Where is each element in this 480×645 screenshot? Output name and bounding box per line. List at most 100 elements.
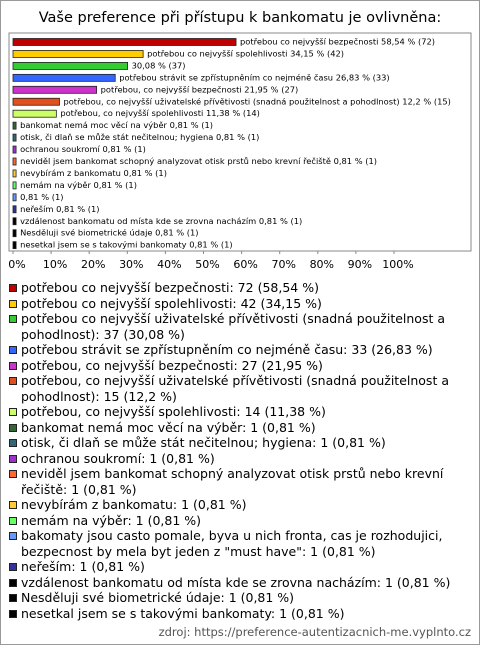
bar <box>12 121 17 130</box>
legend-item: nemám na výběr: 1 (0,81 %) <box>9 513 471 529</box>
bar-label: nemám na výběr 0,81 % (1) <box>20 180 137 190</box>
legend-swatch <box>9 578 17 587</box>
legend-label: bankomat nemá moc věcí na výběr: 1 (0,81… <box>21 419 316 435</box>
legend-swatch <box>9 501 17 509</box>
legend-label: bakomaty jsou casto pomale, byva u nich … <box>21 528 443 559</box>
legend-item: vzdálenost bankomatu od místa kde se zro… <box>9 575 471 591</box>
legend-swatch <box>9 516 17 525</box>
x-tick-label: 70% <box>271 258 295 271</box>
legend-item: Nesděluji své biometrické údaje: 1 (0,81… <box>9 590 471 606</box>
bar <box>12 205 17 214</box>
bar <box>12 181 17 190</box>
bar-label: neřeším 0,81 % (1) <box>20 204 99 214</box>
legend-swatch <box>9 299 17 308</box>
x-tick-label: 80% <box>310 258 334 271</box>
bar-label: potřebou, co nejvyšší uživatelské přívět… <box>63 96 450 106</box>
legend-item: potřebou co nejvyšší spolehlivosti: 42 (… <box>9 296 471 312</box>
legend-item: potřebou, co nejvyšší bezpečnosti: 27 (2… <box>9 358 471 374</box>
source: zdroj: https://preference-autentizacnich… <box>158 625 471 639</box>
legend-label: potřebou co nejvyšší bezpečnosti: 72 (58… <box>21 280 319 295</box>
legend-item: bankomat nemá moc věcí na výběr: 1 (0,81… <box>9 420 471 436</box>
bar <box>12 38 237 46</box>
legend-swatch <box>9 470 17 478</box>
legend-label: vzdálenost bankomatu od místa kde se zro… <box>21 574 451 590</box>
legend-label: potřebou, co nejvyšší uživatelské přívět… <box>21 373 449 404</box>
legend-item: potřebou, co nejvyšší spolehlivosti: 14 … <box>9 404 471 420</box>
legend-label: nesetkal jsem se s takovými bankomaty: 1… <box>21 605 345 621</box>
legend-label: nevybírám z bankomatu: 1 (0,81 %) <box>21 497 247 512</box>
legend-label: nemám na výběr: 1 (0,81 %) <box>21 512 202 528</box>
legend-swatch <box>9 563 17 571</box>
legend-label: neřeším: 1 (0,81 %) <box>21 559 145 574</box>
legend: potřebou co nejvyšší bezpečnosti: 72 (58… <box>9 280 471 621</box>
x-tick-label: 60% <box>233 258 257 271</box>
legend-label: potřebou co nejvyšší spolehlivosti: 42 (… <box>21 295 322 311</box>
legend-swatch <box>9 377 17 385</box>
legend-swatch <box>9 594 17 602</box>
bar-label: 30,08 % (37) <box>132 60 186 70</box>
legend-swatch <box>9 315 17 323</box>
legend-item: ochranou soukromí: 1 (0,81 %) <box>9 451 471 467</box>
legend-item: neřeším: 1 (0,81 %) <box>9 559 471 575</box>
legend-item: nesetkal jsem se s takovými bankomaty: 1… <box>9 606 471 622</box>
legend-swatch <box>9 532 17 540</box>
legend-swatch <box>9 439 17 447</box>
bar-label: nevybírám z bankomatu 0,81 % (1) <box>20 168 167 178</box>
legend-item: bakomaty jsou casto pomale, byva u nich … <box>9 528 471 559</box>
bar <box>12 133 17 142</box>
bar <box>12 62 129 70</box>
bar-label: potřebou co nejvyšší bezpečnosti 58,54 %… <box>240 37 435 47</box>
legend-label: potřebou strávit se zpřístupněním co nej… <box>21 342 433 357</box>
legend-label: ochranou soukromí: 1 (0,81 %) <box>21 450 215 466</box>
x-tick-label: 10% <box>43 258 67 271</box>
legend-item: otisk, či dlaň se může stát nečitelnou; … <box>9 435 471 451</box>
legend-item: potřebou strávit se zpřístupněním co nej… <box>9 342 471 358</box>
bar-label: potřebou, co nejvyšší bezpečnosti 21,95 … <box>101 84 299 94</box>
bar <box>12 241 17 250</box>
x-tick-label: 30% <box>119 258 143 271</box>
bar-label: bankomat nemá moc věcí na výběr 0,81 % (… <box>20 120 213 130</box>
bar <box>12 169 17 178</box>
bar-label: potřebou co nejvyšší spolehlivosti 34,15… <box>147 48 344 58</box>
bar-label: potřebou, co nejvyšší spolehlivosti 11,3… <box>60 108 260 118</box>
legend-label: potřebou, co nejvyšší spolehlivosti: 14 … <box>21 404 326 419</box>
bar-label: vzdálenost bankomatu od místa kde se zro… <box>20 216 302 226</box>
legend-label: Nesděluji své biometrické údaje: 1 (0,81… <box>21 590 295 605</box>
bar <box>12 85 98 94</box>
bar <box>12 145 17 154</box>
bar <box>12 73 116 82</box>
legend-swatch <box>9 346 17 354</box>
x-tick-label: 0% <box>8 258 25 271</box>
bar-label: Nesděluji své biometrické údaje 0,81 % (… <box>20 228 198 238</box>
legend-swatch <box>9 423 17 432</box>
legend-item: neviděl jsem bankomat schopný analyzovat… <box>9 466 471 497</box>
bar-label: neviděl jsem bankomat schopný analyzovat… <box>20 156 377 166</box>
legend-item: potřebou co nejvyšší uživatelské přívěti… <box>9 311 471 342</box>
x-tick-label: 50% <box>195 258 219 271</box>
bar-label: potřebou strávit se zpřístupněním co nej… <box>119 72 389 82</box>
bar-label: nesetkal jsem se s takovými bankomaty 0,… <box>20 240 233 250</box>
legend-item: potřebou co nejvyšší bezpečnosti: 72 (58… <box>9 280 471 296</box>
bar-label: ochranou soukromí 0,81 % (1) <box>20 144 146 154</box>
legend-label: neviděl jsem bankomat schopný analyzovat… <box>21 466 444 497</box>
legend-swatch <box>9 609 17 618</box>
bar <box>12 193 17 202</box>
bar <box>12 109 57 118</box>
legend-label: potřebou co nejvyšší uživatelské přívěti… <box>21 311 446 342</box>
bar <box>12 97 60 106</box>
legend-swatch <box>9 408 17 416</box>
chart: Vaše preference při přístupu k bankomatu… <box>8 10 472 271</box>
bar <box>12 50 144 58</box>
legend-label: otisk, či dlaň se může stát nečitelnou; … <box>21 435 386 450</box>
legend-swatch <box>9 454 17 463</box>
bar <box>12 217 17 226</box>
x-tick-label: 20% <box>81 258 105 271</box>
x-tick-label: 90% <box>348 258 372 271</box>
legend-item: potřebou, co nejvyšší uživatelské přívět… <box>9 373 471 404</box>
bar <box>12 157 17 166</box>
x-tick-label: 40% <box>157 258 181 271</box>
legend-item: nevybírám z bankomatu: 1 (0,81 %) <box>9 497 471 513</box>
legend-swatch <box>9 361 17 370</box>
bar-label: 0,81 % (1) <box>20 192 63 202</box>
